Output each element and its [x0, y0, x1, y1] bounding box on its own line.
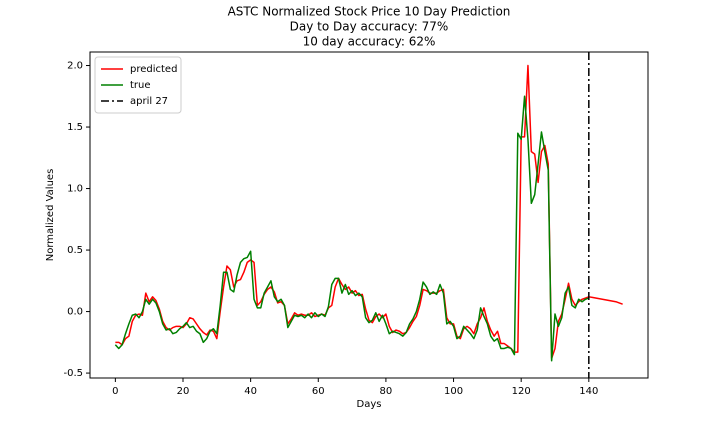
chart-title: ASTC Normalized Stock Price 10 Day Predi… — [228, 5, 511, 19]
x-tick-label: 40 — [244, 386, 257, 397]
legend-label: predicted — [130, 64, 177, 75]
legend-box — [94, 56, 182, 114]
y-tick-label: 1.5 — [67, 122, 83, 133]
chart-subtitle: 10 day accuracy: 62% — [303, 35, 436, 49]
x-axis-label: Days — [357, 399, 382, 410]
y-tick-label: -0.5 — [63, 368, 83, 379]
legend-label: april 27 — [130, 96, 168, 107]
legend-label: true — [130, 80, 151, 91]
y-tick-label: 0.5 — [67, 245, 83, 256]
y-tick-label: 0.0 — [67, 307, 83, 318]
x-tick-label: 20 — [177, 386, 190, 397]
series-line — [115, 64, 623, 360]
y-tick-label: 2.0 — [67, 61, 83, 72]
x-tick-label: 100 — [444, 386, 463, 397]
x-tick-label: 60 — [312, 386, 325, 397]
y-axis-label: Normalized Values — [45, 169, 56, 262]
x-tick-label: 0 — [112, 386, 118, 397]
y-tick-label: 1.0 — [67, 184, 83, 195]
x-tick-label: 80 — [380, 386, 393, 397]
x-tick-label: 140 — [579, 386, 598, 397]
plot-frame — [89, 51, 649, 379]
x-tick-label: 120 — [512, 386, 531, 397]
chart-subtitle: Day to Day accuracy: 77% — [290, 20, 449, 34]
series-line — [114, 95, 590, 362]
